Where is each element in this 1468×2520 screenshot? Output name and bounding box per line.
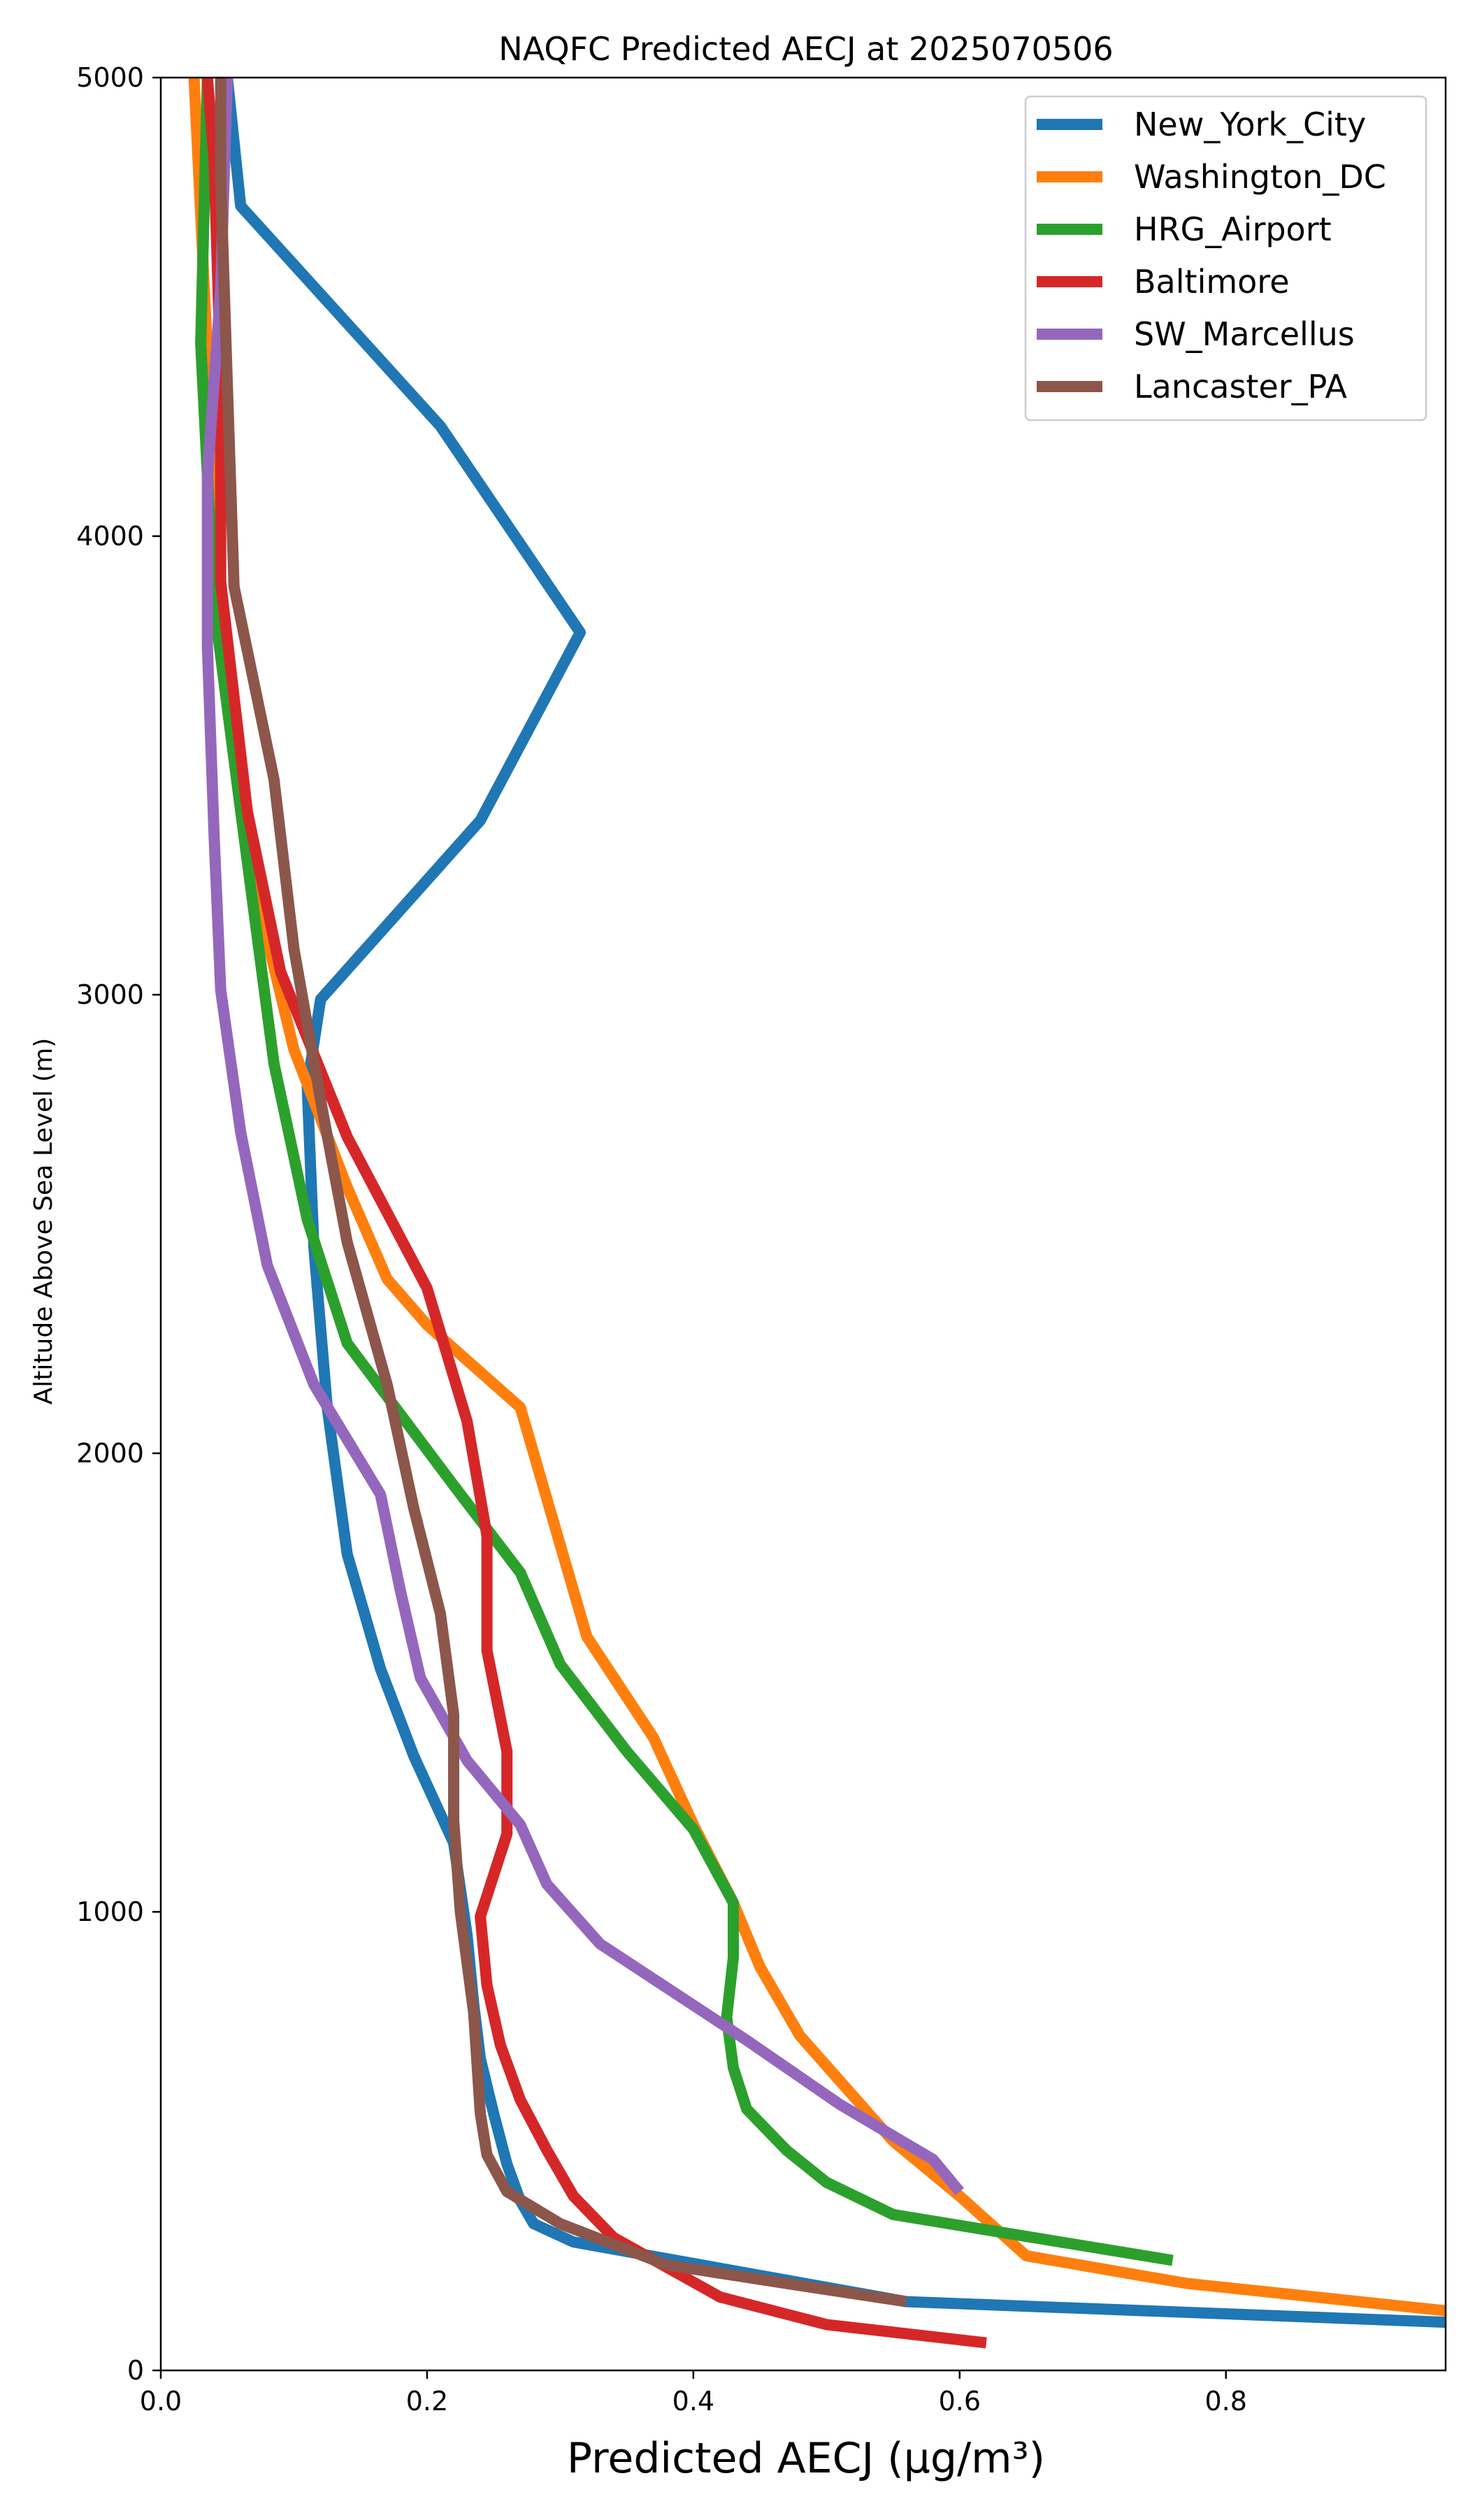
x-tick-label: 0.4 xyxy=(672,2386,714,2417)
y-tick-label: 5000 xyxy=(76,62,144,93)
legend-label-hrg-airport: HRG_Airport xyxy=(1134,210,1332,248)
legend-label-washington-dc: Washington_DC xyxy=(1134,158,1386,196)
x-tick-label: 0.2 xyxy=(406,2386,448,2417)
x-axis-label: Predicted AECJ (μg/m³) xyxy=(567,2434,1045,2483)
series-line-lancaster-pa xyxy=(215,78,907,2307)
axes-frame xyxy=(159,76,1447,2372)
legend-label-new-york-city: New_York_City xyxy=(1134,106,1366,143)
y-tick-label: 1000 xyxy=(76,1896,144,1927)
y-axis-label: Altitude Above Sea Level (m) xyxy=(29,1038,58,1405)
legend-label-sw-marcellus: SW_Marcellus xyxy=(1134,315,1355,353)
x-tick-label: 0.0 xyxy=(140,2386,182,2417)
legend-label-baltimore: Baltimore xyxy=(1134,263,1290,301)
legend-label-lancaster-pa: Lancaster_PA xyxy=(1134,368,1347,405)
plot-area xyxy=(188,78,1446,2349)
y-tick-label: 3000 xyxy=(76,979,144,1010)
legend: New_York_City Washington_DC HRG_Airport Bal… xyxy=(1024,95,1427,422)
y-tick-label: 0 xyxy=(127,2355,144,2386)
series-line-sw-marcellus xyxy=(201,78,964,2196)
x-axis: 0.0 0.2 0.4 0.6 0.8 xyxy=(140,2370,1247,2417)
series-line-hrg-airport xyxy=(195,78,1174,2266)
x-tick-label: 0.8 xyxy=(1205,2386,1247,2417)
series-layer xyxy=(188,78,1446,2349)
legend-box xyxy=(1024,95,1427,422)
x-tick-label: 0.6 xyxy=(939,2386,981,2417)
series-line-baltimore xyxy=(201,78,987,2349)
y-tick-label: 4000 xyxy=(76,521,144,552)
y-tick-label: 2000 xyxy=(76,1438,144,1469)
chart-title: NAQFC Predicted AECJ at 2025070506 xyxy=(498,30,1113,68)
y-axis: 0 1000 2000 3000 4000 5000 xyxy=(76,62,161,2386)
